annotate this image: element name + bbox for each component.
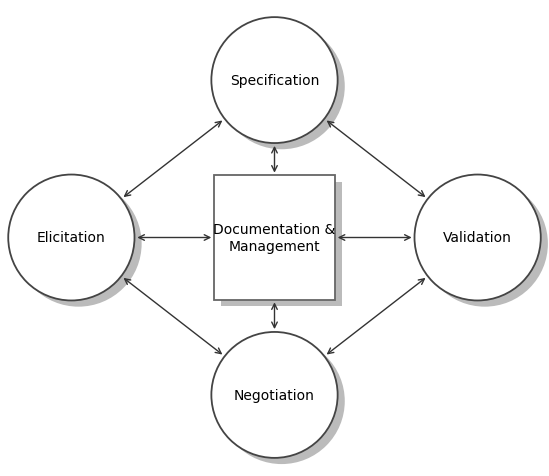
Text: Documentation &
Management: Documentation & Management <box>214 223 335 253</box>
Text: Negotiation: Negotiation <box>234 388 315 402</box>
Ellipse shape <box>8 175 135 301</box>
Text: Specification: Specification <box>230 74 319 88</box>
Bar <box>221 182 342 306</box>
Bar <box>214 176 335 300</box>
Ellipse shape <box>219 338 345 464</box>
Ellipse shape <box>15 181 142 307</box>
Text: Elicitation: Elicitation <box>37 231 106 245</box>
Text: Validation: Validation <box>443 231 512 245</box>
Ellipse shape <box>219 24 345 150</box>
Ellipse shape <box>211 332 338 458</box>
Ellipse shape <box>414 175 541 301</box>
Ellipse shape <box>422 181 548 307</box>
Ellipse shape <box>211 18 338 144</box>
